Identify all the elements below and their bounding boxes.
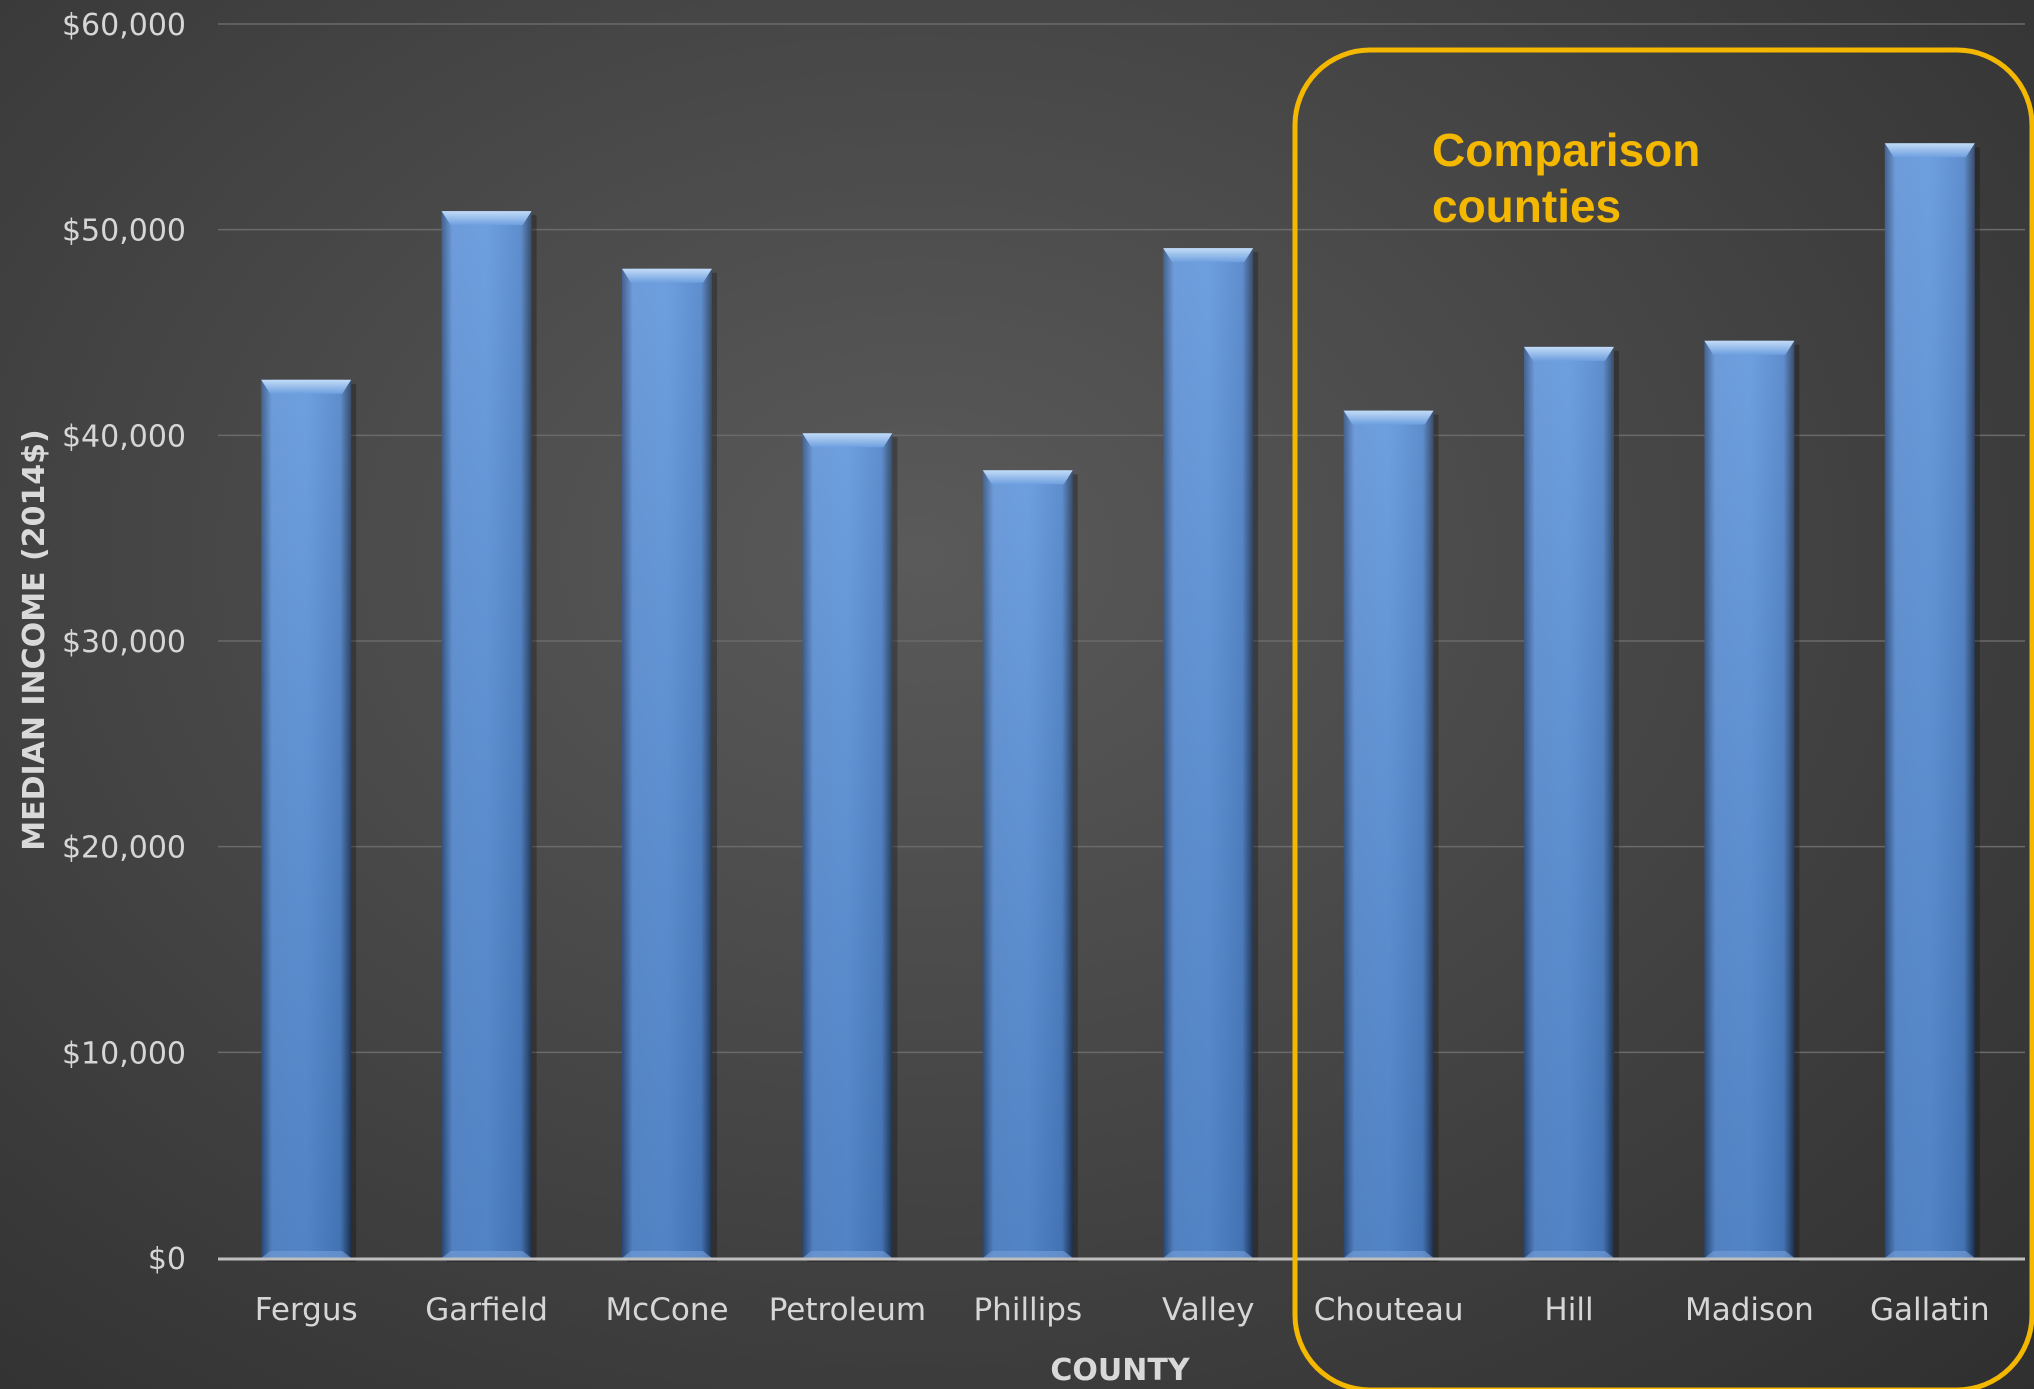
bar-base [982, 1251, 1073, 1258]
bar-base [802, 1251, 893, 1258]
x-tick-label: Gallatin [1870, 1292, 1990, 1328]
bar-base [622, 1251, 712, 1258]
x-tick-label: Fergus [255, 1292, 358, 1328]
bar-base [1704, 1251, 1795, 1258]
bar-cap [1884, 143, 1975, 158]
comparison-counties-highlight-box [1292, 47, 2034, 1389]
bar-cap [1524, 346, 1614, 361]
x-axis-category-labels: Fergus Garfield McCone Petroleum Phillips Val… [255, 1292, 1990, 1328]
annotation-line-2: counties [1432, 180, 1621, 232]
bar-shade [1524, 346, 1614, 1258]
bar-base [1163, 1251, 1254, 1258]
bar-hill [1524, 346, 1619, 1262]
x-axis-title: COUNTY [1050, 1353, 1190, 1388]
bar-base [441, 1251, 532, 1258]
y-tick-label: $60,000 [62, 8, 186, 43]
bar-shade [261, 379, 352, 1258]
bar-cap [982, 470, 1073, 485]
bar-shade [982, 470, 1073, 1259]
bar-cap [622, 268, 712, 283]
y-tick-label: $0 [148, 1242, 186, 1277]
bar-shade [1704, 340, 1795, 1258]
bar-fergus [261, 379, 357, 1262]
bar-cap [261, 379, 352, 394]
y-axis-tick-labels: $0 $10,000 $20,000 $30,000 $40,000 $50,000 $60… [62, 8, 186, 1277]
bar-valley [1163, 248, 1259, 1263]
x-tick-label: Phillips [973, 1292, 1082, 1328]
bar-mccone [622, 268, 717, 1262]
bar-base [261, 1251, 352, 1258]
bar-base [1524, 1251, 1614, 1258]
bar-madison [1704, 340, 1800, 1262]
bar-base [1884, 1251, 1975, 1258]
bar-phillips [982, 470, 1078, 1263]
bar-cap [1163, 248, 1254, 263]
bar-shade [802, 433, 893, 1258]
x-tick-label: Petroleum [769, 1292, 926, 1328]
bar-shade [1884, 143, 1975, 1259]
y-tick-label: $20,000 [62, 831, 186, 866]
y-axis-title: MEDIAN INCOME (2014$) [17, 429, 52, 851]
bar-shade [441, 211, 532, 1259]
x-tick-label: McCone [605, 1292, 728, 1328]
bar-cap [1343, 410, 1434, 425]
y-tick-label: $50,000 [62, 214, 186, 249]
y-tick-label: $40,000 [62, 419, 186, 454]
bar-shade [622, 268, 712, 1258]
bar-garfield [441, 211, 537, 1263]
bar-cap [1704, 340, 1795, 355]
y-tick-label: $10,000 [62, 1036, 186, 1071]
x-tick-label: Hill [1544, 1292, 1593, 1328]
x-tick-label: Garfield [425, 1292, 548, 1328]
bar-shade [1163, 248, 1254, 1259]
bar-petroleum [802, 433, 898, 1262]
x-tick-label: Chouteau [1314, 1292, 1464, 1328]
bar-chouteau [1343, 410, 1439, 1262]
bar-base [1343, 1251, 1434, 1258]
bar-gallatin [1884, 143, 1980, 1263]
x-tick-label: Madison [1685, 1292, 1814, 1328]
x-tick-label: Valley [1162, 1292, 1254, 1328]
bar-cap [441, 211, 532, 226]
annotation-line-1: Comparison [1432, 124, 1700, 176]
bar-cap [802, 433, 893, 448]
y-tick-label: $30,000 [62, 625, 186, 660]
bar-shade [1343, 410, 1434, 1258]
bars [261, 143, 1980, 1263]
